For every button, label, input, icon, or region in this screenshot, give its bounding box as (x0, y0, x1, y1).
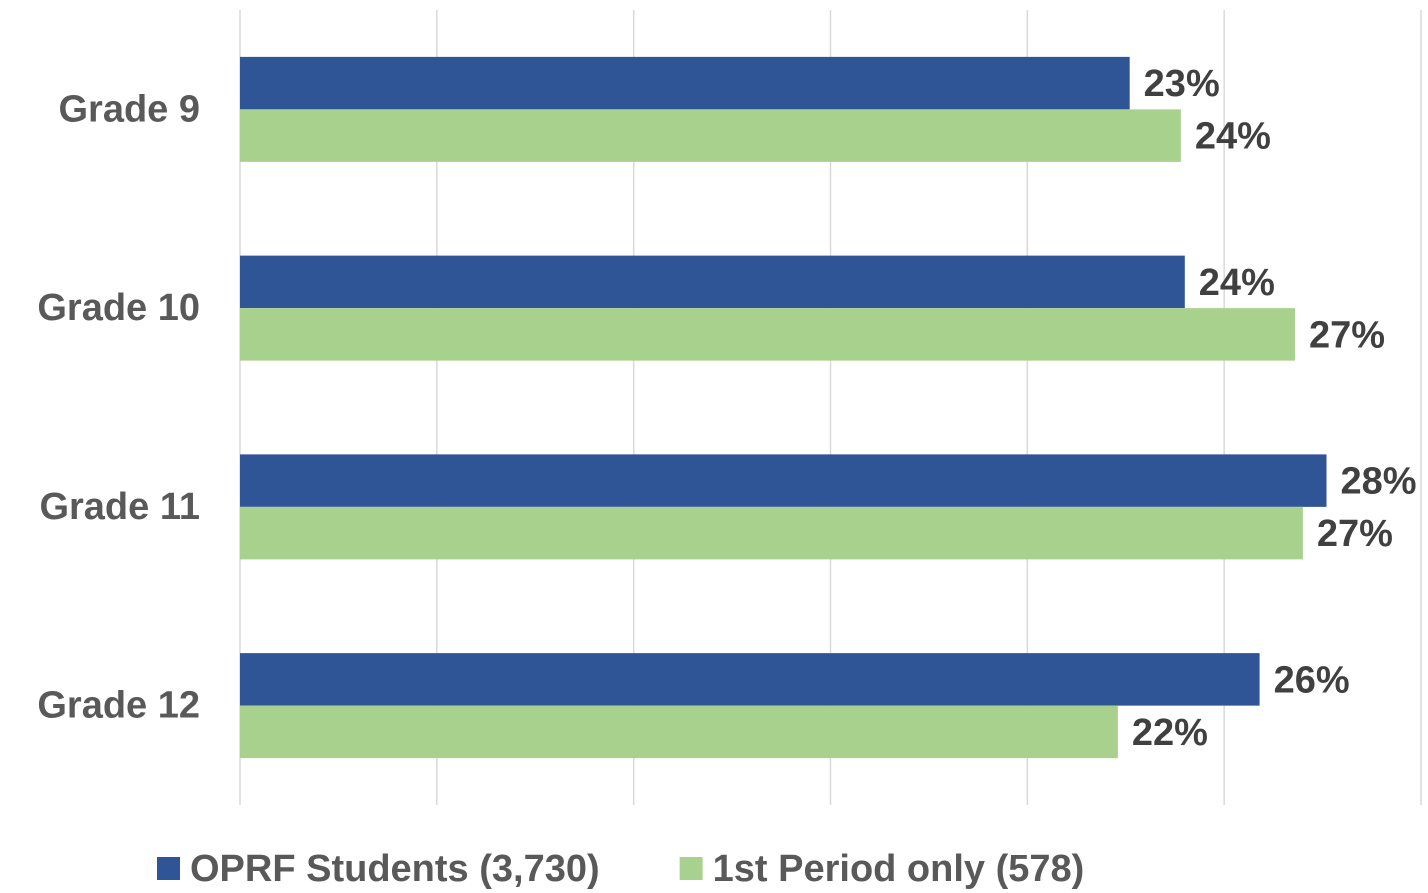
legend-swatch (157, 857, 180, 880)
bar (240, 653, 1260, 706)
data-label: 24% (1199, 262, 1275, 304)
y-tick-label: Grade 9 (58, 88, 200, 130)
legend-label: OPRF Students (3,730) (190, 848, 600, 890)
legend-swatch (679, 857, 703, 880)
data-label: 26% (1274, 659, 1350, 701)
bar (240, 506, 1303, 560)
data-label: 23% (1144, 63, 1220, 105)
data-label: 28% (1341, 461, 1417, 503)
bar (240, 109, 1181, 162)
y-tick-label: Grade 12 (37, 685, 200, 727)
data-label: 24% (1195, 116, 1271, 158)
bar (240, 255, 1185, 309)
bar (240, 308, 1296, 361)
legend-label: 1st Period only (578) (713, 848, 1085, 890)
y-tick-label: Grade 11 (39, 486, 200, 528)
bar (240, 56, 1130, 110)
data-label: 22% (1132, 712, 1208, 754)
data-label: 27% (1317, 513, 1393, 555)
data-label: 27% (1309, 314, 1385, 356)
bar (240, 454, 1327, 507)
y-tick-label: Grade 10 (37, 287, 200, 329)
bar (240, 705, 1118, 759)
